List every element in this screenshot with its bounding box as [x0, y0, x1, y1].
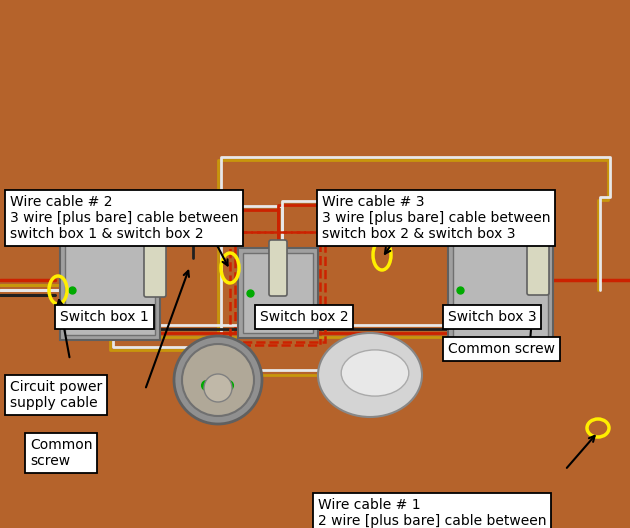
Ellipse shape	[318, 333, 422, 417]
Text: Common screw: Common screw	[448, 342, 555, 356]
Bar	[230, 232, 325, 342]
FancyBboxPatch shape	[527, 229, 549, 295]
Bar	[65, 245, 155, 335]
FancyBboxPatch shape	[269, 240, 287, 296]
Text: Wire cable # 2
3 wire [plus bare] cable between
switch box 1 & switch box 2: Wire cable # 2 3 wire [plus bare] cable …	[10, 195, 239, 241]
Circle shape	[182, 344, 254, 416]
Text: Switch box 1: Switch box 1	[60, 310, 149, 324]
Bar	[238, 248, 318, 338]
Circle shape	[204, 374, 232, 402]
Text: Common
screw: Common screw	[30, 438, 93, 468]
Text: Circuit power
supply cable: Circuit power supply cable	[10, 380, 102, 410]
Text: Switch box 3: Switch box 3	[448, 310, 537, 324]
Bar	[453, 243, 548, 338]
Text: Wire cable # 1
2 wire [plus bare] cable between
fixture &  switch box 3: Wire cable # 1 2 wire [plus bare] cable …	[318, 498, 546, 528]
Bar	[448, 238, 553, 343]
Circle shape	[174, 336, 262, 424]
FancyBboxPatch shape	[144, 233, 166, 297]
Ellipse shape	[341, 350, 409, 396]
Bar	[243, 253, 313, 333]
Text: Switch box 2: Switch box 2	[260, 310, 348, 324]
Bar	[60, 240, 160, 340]
Text: Wire cable # 3
3 wire [plus bare] cable between
switch box 2 & switch box 3: Wire cable # 3 3 wire [plus bare] cable …	[322, 195, 551, 241]
